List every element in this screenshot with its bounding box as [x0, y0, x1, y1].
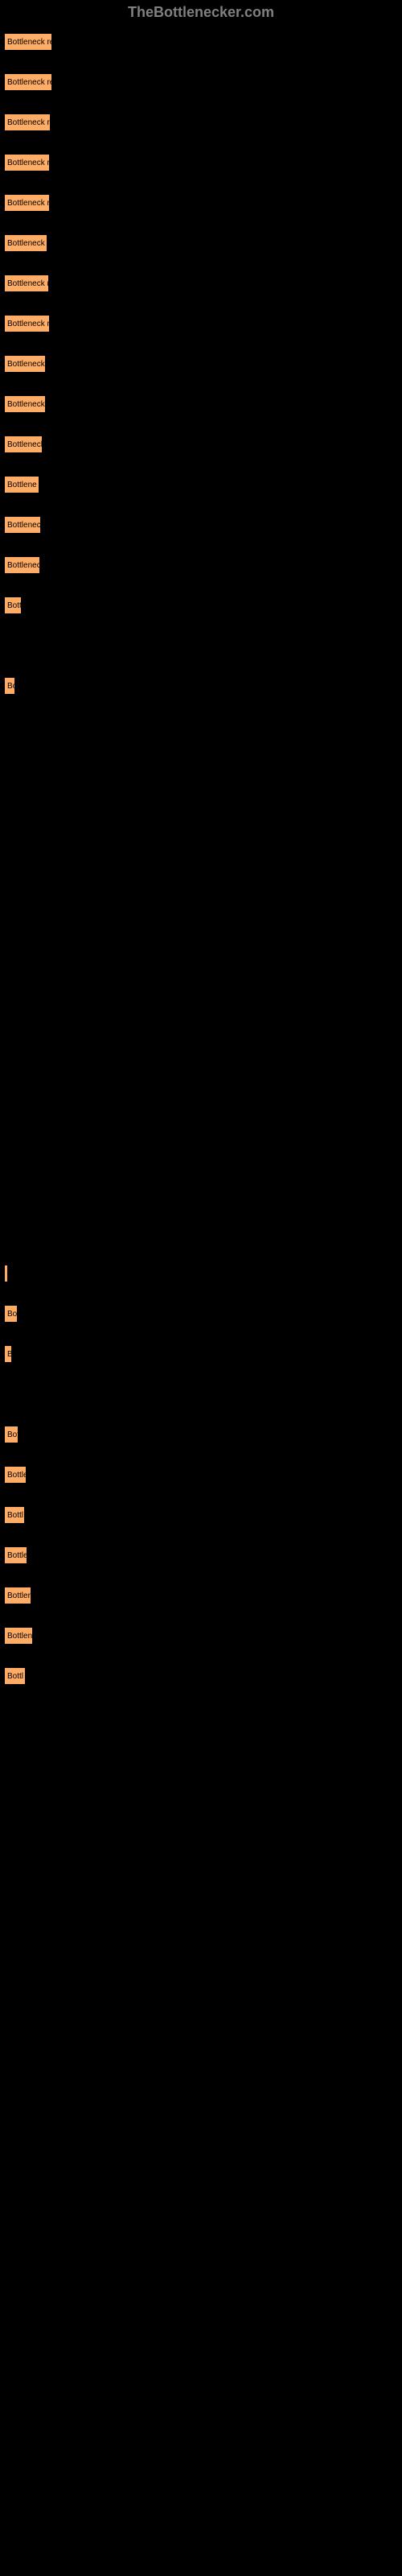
bar-row: Bottlen: [4, 1587, 398, 1604]
site-header: TheBottlenecker.com: [0, 0, 402, 25]
bar: Bottleneck r: [4, 315, 50, 332]
bar: Bottlenec: [4, 556, 40, 574]
bar-row: Bott: [4, 597, 398, 614]
bar: Bot: [4, 1305, 18, 1323]
bar: Bottleneck: [4, 234, 47, 252]
bar: Bottle: [4, 1546, 27, 1564]
bar-row: Bottleneck r: [4, 154, 398, 171]
bar-row: Bottleneck re: [4, 33, 398, 51]
bar: Bottlen: [4, 1587, 31, 1604]
bar-row: Bottl: [4, 1667, 398, 1685]
bar-row: Bottleneck r: [4, 194, 398, 212]
bar: Bottleneck r: [4, 114, 51, 131]
bar: Bottlenec: [4, 516, 41, 534]
bar: Bottl: [4, 1506, 25, 1524]
bar-chart: Bottleneck re Bottleneck re Bottleneck r Bo…: [0, 25, 402, 1715]
bar-row: Bottle: [4, 1466, 398, 1484]
bar: Bottleneck re: [4, 33, 52, 51]
bar-row: [4, 1265, 398, 1282]
bar: Bottl: [4, 1667, 26, 1685]
bar-row: Bottleneck: [4, 234, 398, 252]
bar: Bo: [4, 677, 15, 695]
bar: Bottlen: [4, 1627, 33, 1645]
bar: Bottleneck r: [4, 275, 49, 292]
bar-row: Bottleneck r: [4, 315, 398, 332]
bar: Bottleneck: [4, 395, 46, 413]
bar-row: Bottl: [4, 1506, 398, 1524]
bar-row: Bottlenec: [4, 556, 398, 574]
bar-row: Bottlene: [4, 476, 398, 493]
bar-row: Bottleneck re: [4, 73, 398, 91]
bar: Bottleneck: [4, 436, 43, 453]
bar: B: [4, 1345, 12, 1363]
bar-row: Bottleneck: [4, 355, 398, 373]
bar: Bottleneck r: [4, 154, 50, 171]
bar: Bott: [4, 597, 22, 614]
bar: [4, 1265, 8, 1282]
bar-row: Bottlen: [4, 1627, 398, 1645]
bar-row: Bottleneck r: [4, 114, 398, 131]
bar-row: Bottle: [4, 1546, 398, 1564]
bar: Bottleneck: [4, 355, 46, 373]
bar: Bottleneck re: [4, 73, 52, 91]
bar-row: Bot: [4, 1426, 398, 1443]
bar-row: Bottleneck r: [4, 275, 398, 292]
bar: Bottleneck r: [4, 194, 50, 212]
bar-row: Bot: [4, 1305, 398, 1323]
bar: Bottlene: [4, 476, 39, 493]
bar: Bottle: [4, 1466, 27, 1484]
bar-row: B: [4, 1345, 398, 1363]
bar-row: Bottleneck: [4, 395, 398, 413]
bar-row: Bottleneck: [4, 436, 398, 453]
bar-row: Bo: [4, 677, 398, 695]
bar-row: Bottlenec: [4, 516, 398, 534]
bar: Bot: [4, 1426, 18, 1443]
